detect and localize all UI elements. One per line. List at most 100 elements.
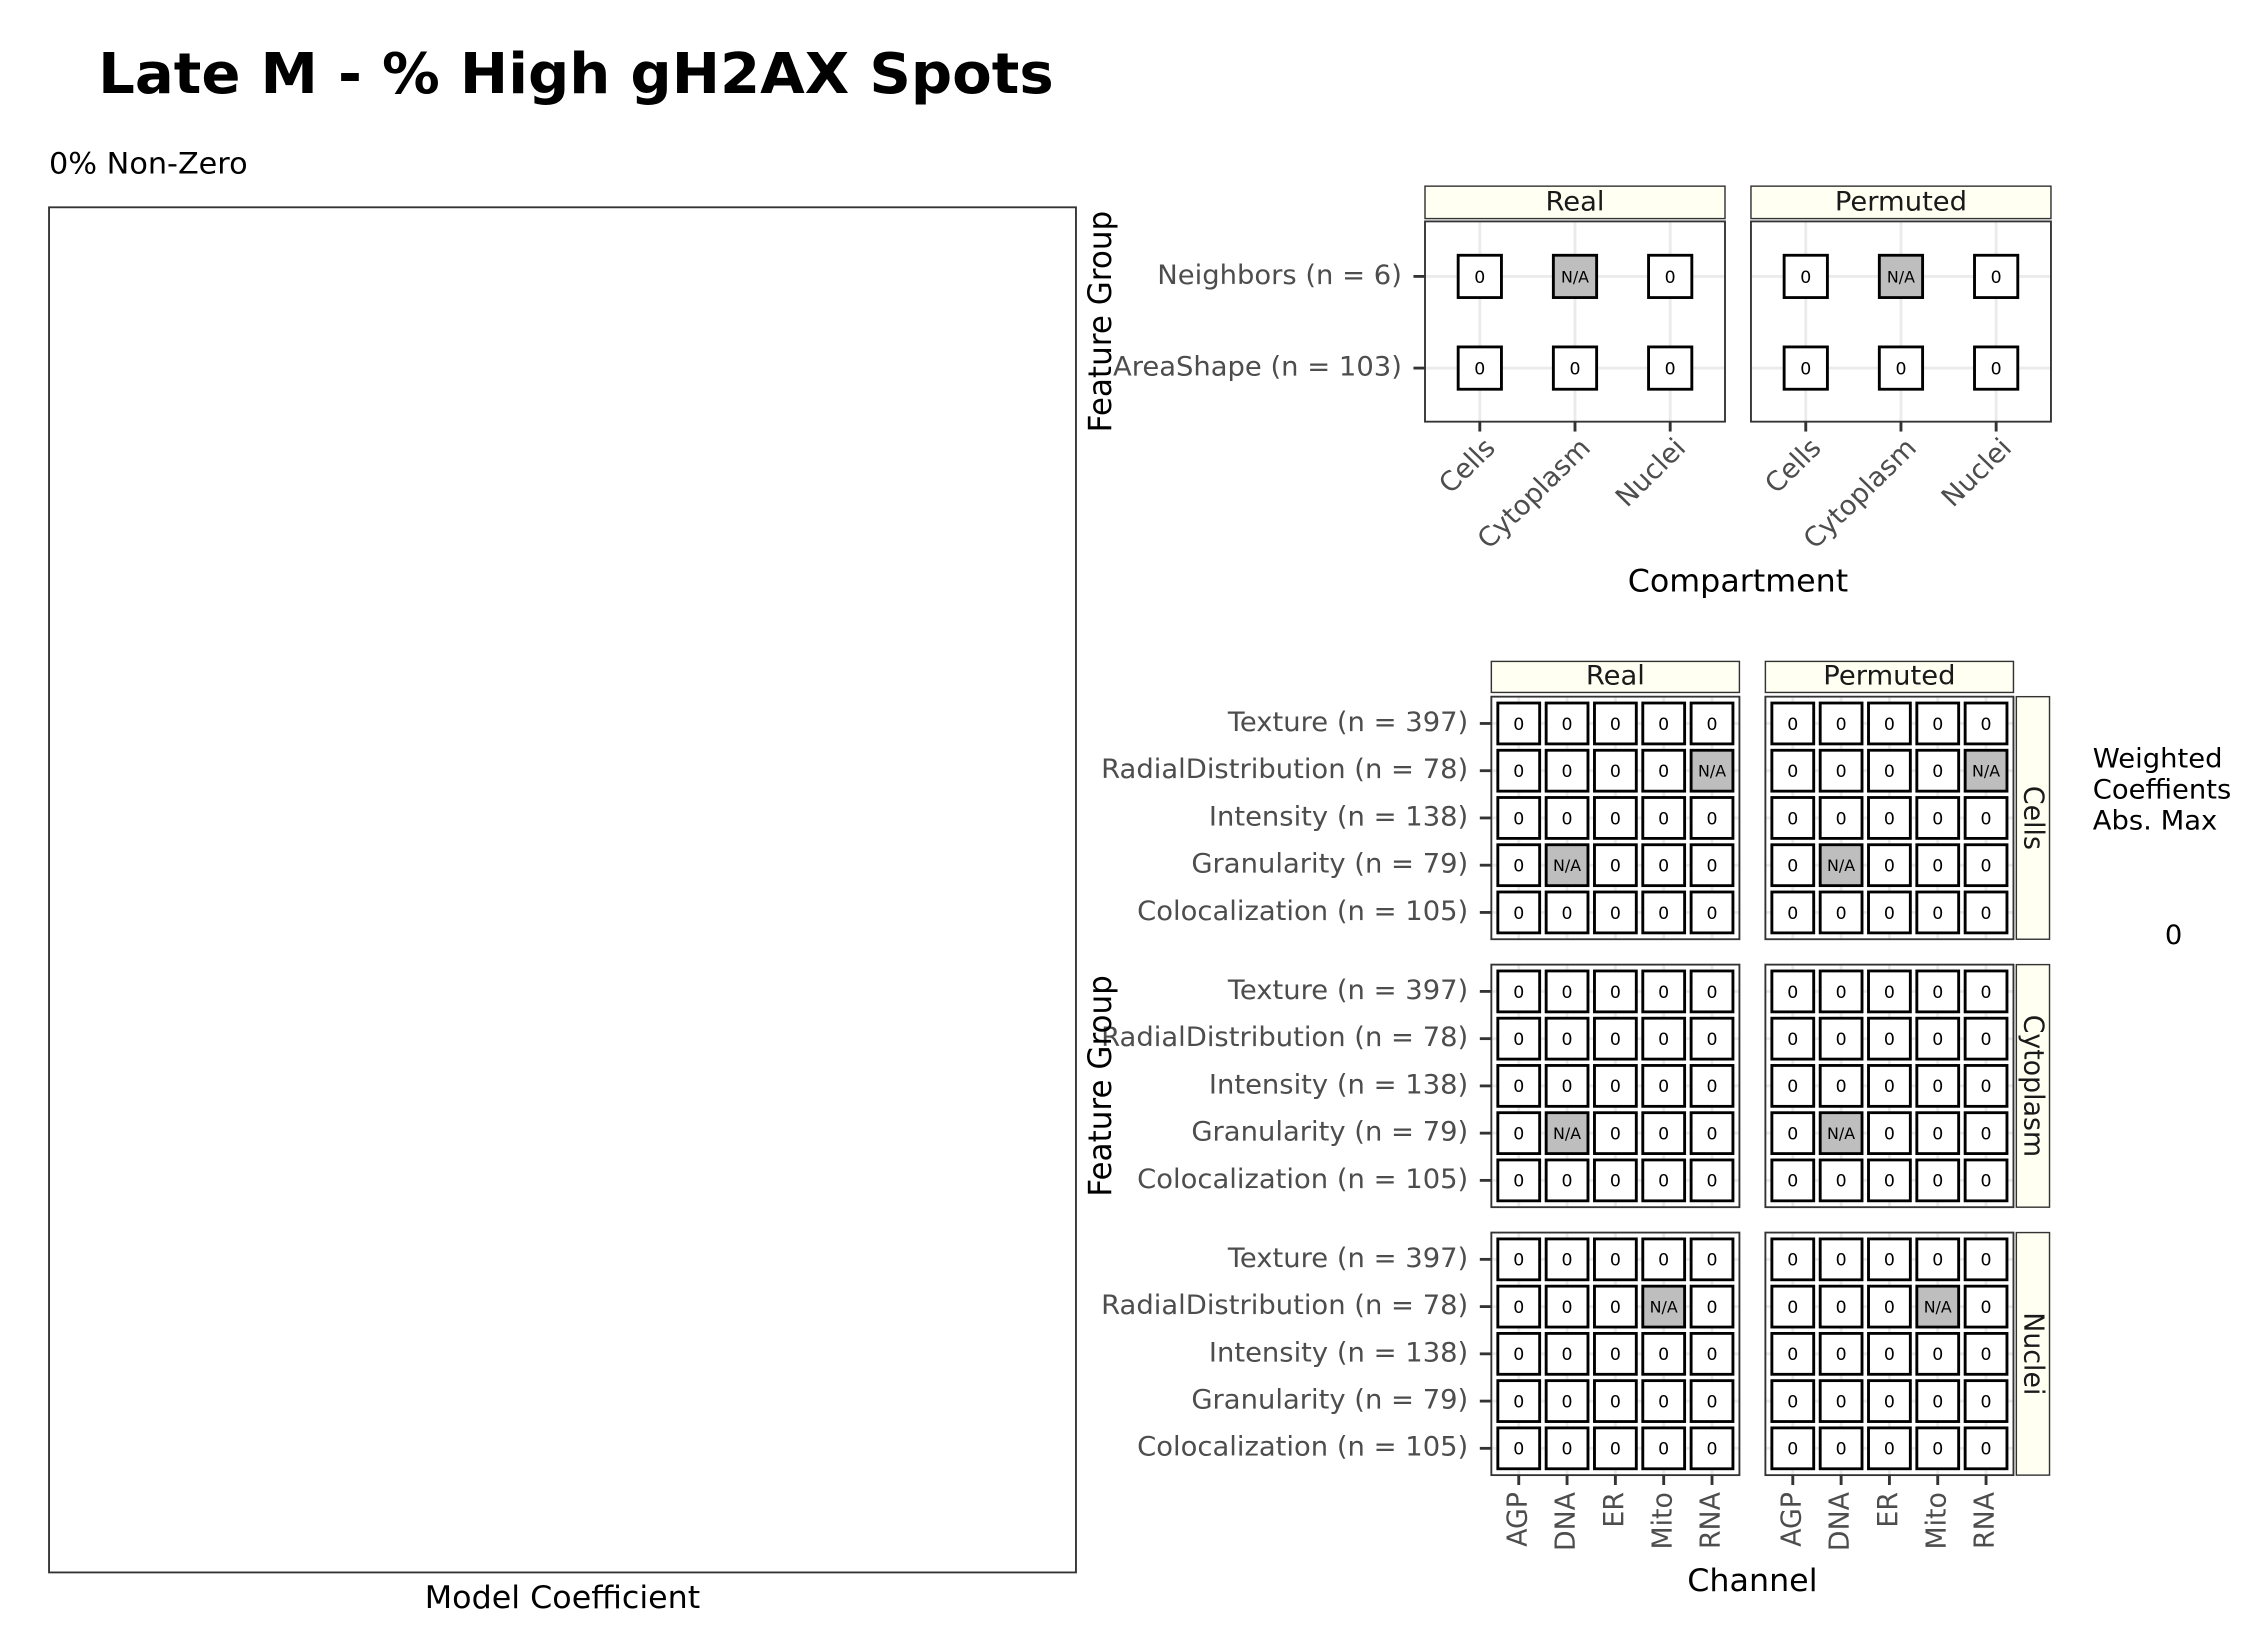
- heat-cell: [1689, 1237, 1735, 1282]
- cell-label: 0: [1981, 1345, 1992, 1365]
- cell-label: 0: [1658, 1030, 1669, 1050]
- heat-cell: [1641, 1111, 1687, 1155]
- heat-cell: [1915, 969, 1961, 1014]
- y-tick-label: Neighbors (n = 6): [1157, 260, 1402, 291]
- heat-cell: [1544, 1111, 1590, 1155]
- cell-label: 0: [1884, 1125, 1895, 1145]
- heat-cell: [1818, 1111, 1864, 1155]
- heat-cell: [1641, 890, 1687, 935]
- cell-label: 0: [1658, 1125, 1669, 1145]
- cell-label: 0: [1981, 1440, 1992, 1460]
- cell-label: N/A: [1698, 762, 1726, 781]
- heat-cell: [1915, 701, 1961, 746]
- heat-cell: [1496, 1331, 1542, 1376]
- cell-label: 0: [1787, 857, 1798, 877]
- cell-label: 0: [1932, 904, 1943, 924]
- x-tick-label: RNA: [1695, 1492, 1726, 1549]
- y-tick-label: AreaShape (n = 103): [1113, 352, 1402, 383]
- cell-label: 0: [1707, 1125, 1718, 1145]
- heat-cell: [1770, 843, 1816, 888]
- heat-cell: [1496, 843, 1542, 888]
- heat-cell: [1647, 345, 1694, 391]
- cell-label: 0: [1991, 360, 2002, 380]
- heat-cell: [1770, 890, 1816, 935]
- cell-label: 0: [1562, 1251, 1573, 1271]
- x-tick-label: AGP: [1502, 1492, 1533, 1547]
- cell-label: N/A: [1561, 267, 1589, 286]
- heat-cell: [1963, 1111, 2009, 1155]
- heat-cell: [1782, 345, 1829, 391]
- legend-label: 0: [2165, 920, 2182, 951]
- heat-cell: [1496, 748, 1542, 793]
- heat-cell: [1496, 1016, 1542, 1061]
- cell-label: 0: [1562, 1077, 1573, 1097]
- cell-label: N/A: [1924, 1298, 1952, 1317]
- heat-cell: [1818, 1426, 1864, 1471]
- cell-label: 0: [1562, 715, 1573, 735]
- heat-cell: [1915, 748, 1961, 793]
- y-tick-label: Intensity (n = 138): [1209, 1070, 1468, 1101]
- heat-cell: [1689, 748, 1735, 793]
- heat-cell: [1593, 796, 1638, 840]
- cell-label: 0: [1981, 715, 1992, 735]
- cell-label: 0: [1513, 1077, 1524, 1097]
- cell-label: 0: [1981, 857, 1992, 877]
- heat-cell: [1593, 1158, 1638, 1203]
- heat-cell: [1770, 748, 1816, 793]
- cell-label: 0: [1884, 904, 1895, 924]
- heat-cell: [1689, 1016, 1735, 1061]
- cell-label: 0: [1884, 809, 1895, 829]
- heat-cell: [1689, 1284, 1735, 1329]
- heat-cell: [1641, 969, 1687, 1014]
- cell-label: N/A: [1553, 856, 1581, 875]
- title: Late M - % High gH2AX Spots: [98, 42, 1054, 107]
- cell-label: 0: [1981, 904, 1992, 924]
- heat-cell: [1818, 1064, 1864, 1108]
- cell-label: 0: [1932, 1172, 1943, 1192]
- heat-cell: [1973, 253, 2020, 299]
- heat-cell: [1770, 796, 1816, 840]
- y-tick-label: RadialDistribution (n = 78): [1101, 1022, 1468, 1053]
- cell-label: 0: [1932, 809, 1943, 829]
- heat-cell: [1818, 1016, 1864, 1061]
- heat-cell: [1818, 1331, 1864, 1376]
- x-tick-label: DNA: [1824, 1492, 1855, 1551]
- cell-label: 0: [1981, 1077, 1992, 1097]
- cell-label: 0: [1562, 1440, 1573, 1460]
- cell-label: 0: [1787, 1393, 1798, 1413]
- heat-cell: [1867, 1158, 1912, 1203]
- cell-label: 0: [1787, 1345, 1798, 1365]
- cell-label: 0: [1836, 1298, 1847, 1318]
- cell-label: 0: [1707, 1251, 1718, 1271]
- heat-cell: [1544, 1426, 1590, 1471]
- heat-cell: [1641, 1064, 1687, 1108]
- cell-label: 0: [1665, 360, 1676, 380]
- heat-cell: [1770, 1064, 1816, 1108]
- heat-cell: [1818, 796, 1864, 840]
- x-tick-label: RNA: [1969, 1492, 2000, 1549]
- heat-cell: [1496, 969, 1542, 1014]
- cell-label: 0: [1658, 762, 1669, 782]
- heat-cell: [1593, 1016, 1638, 1061]
- y-tick-label: Granularity (n = 79): [1191, 1385, 1468, 1416]
- cell-label: 0: [1884, 1393, 1895, 1413]
- cell-label: 0: [1658, 715, 1669, 735]
- cell-label: 0: [1981, 1172, 1992, 1192]
- heat-cell: [1915, 843, 1961, 888]
- heat-cell: [1963, 1284, 2009, 1329]
- cell-label: 0: [1658, 1393, 1669, 1413]
- cell-label: 0: [1707, 904, 1718, 924]
- panel: [1764, 695, 2015, 941]
- heat-cell: [1877, 345, 1925, 391]
- heat-cell: [1915, 1284, 1961, 1329]
- cell-label: 0: [1610, 904, 1621, 924]
- y-tick-label: Colocalization (n = 105): [1137, 896, 1468, 927]
- heat-cell: [1867, 1379, 1912, 1423]
- cell-label: 0: [1562, 983, 1573, 1003]
- heat-cell: [1963, 1331, 2009, 1376]
- cell-label: 0: [1932, 1251, 1943, 1271]
- cell-label: 0: [1658, 809, 1669, 829]
- cell-label: 0: [1787, 715, 1798, 735]
- heat-cell: [1544, 890, 1590, 935]
- heat-cell: [1641, 1331, 1687, 1376]
